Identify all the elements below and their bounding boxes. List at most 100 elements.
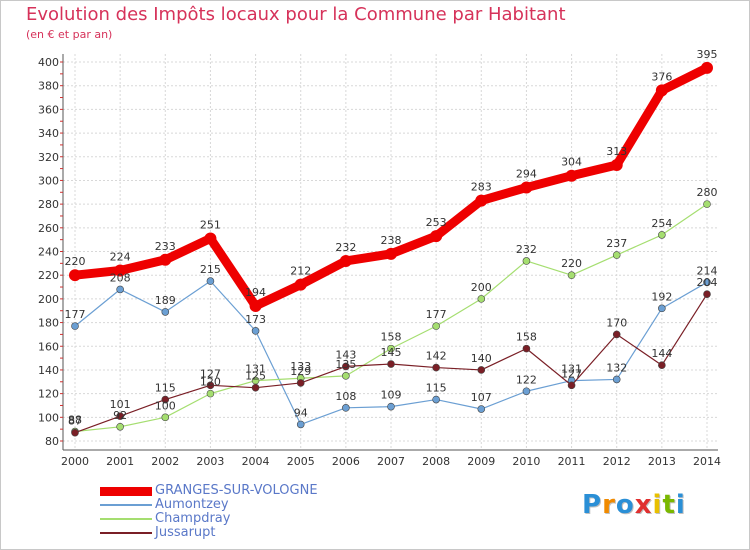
legend-label: GRANGES-SUR-VOLOGNE — [155, 483, 318, 498]
x-tick-label: 2003 — [196, 455, 224, 468]
data-label: 94 — [294, 406, 308, 419]
data-label: 215 — [200, 263, 221, 276]
data-label: 109 — [381, 389, 402, 402]
legend-swatch — [100, 518, 152, 520]
x-tick-label: 2006 — [332, 455, 360, 468]
data-point — [116, 285, 124, 294]
data-label: 115 — [426, 382, 447, 395]
data-point — [522, 387, 531, 396]
y-tick-label: 400 — [38, 56, 59, 69]
data-point — [610, 159, 623, 172]
data-label: 283 — [471, 181, 492, 194]
data-point — [387, 344, 395, 353]
data-label: 127 — [200, 367, 221, 380]
data-point — [432, 363, 440, 372]
y-tick-label: 280 — [38, 198, 59, 211]
x-tick-label: 2000 — [61, 455, 89, 468]
data-point — [432, 395, 440, 404]
y-tick-label: 180 — [38, 317, 59, 330]
data-label: 135 — [335, 358, 356, 371]
data-point — [520, 181, 533, 194]
data-point — [703, 290, 711, 298]
data-label: 92 — [113, 409, 127, 422]
data-point — [387, 402, 395, 411]
legend-label: Aumontzey — [155, 497, 229, 512]
logo-letter: i — [675, 490, 686, 520]
data-label: 173 — [245, 313, 266, 326]
data-point — [565, 169, 578, 182]
data-label: 376 — [651, 70, 672, 83]
data-label: 170 — [606, 316, 627, 329]
data-label: 101 — [110, 398, 131, 411]
data-point — [567, 381, 576, 390]
data-point — [385, 247, 397, 260]
data-label: 253 — [426, 216, 447, 229]
y-tick-label: 240 — [38, 246, 59, 259]
y-tick-label: 300 — [38, 174, 59, 187]
x-tick-label: 2012 — [603, 455, 631, 468]
x-tick-label: 2008 — [422, 455, 450, 468]
y-tick-label: 160 — [38, 340, 59, 353]
data-point — [655, 84, 668, 97]
data-label: 145 — [381, 346, 402, 359]
legend-label: Jussarupt — [155, 525, 216, 540]
x-tick-label: 2004 — [242, 455, 270, 468]
line-chart: 80 100 120 140 160 180 200 220 240 260 280 300 320 34… — [38, 48, 721, 468]
data-label: 200 — [471, 281, 492, 294]
data-label: 395 — [697, 48, 718, 61]
data-label: 158 — [381, 331, 402, 344]
x-tick-label: 2010 — [512, 455, 540, 468]
data-label: 133 — [290, 360, 311, 373]
data-label: 132 — [606, 361, 627, 374]
y-tick-label: 260 — [38, 222, 59, 235]
data-point — [116, 412, 124, 420]
data-label: 129 — [290, 365, 311, 378]
data-label: 194 — [245, 286, 266, 299]
data-label: 313 — [606, 145, 627, 158]
y-tick-label: 320 — [38, 151, 59, 164]
y-tick-label: 380 — [38, 80, 59, 93]
data-point — [159, 253, 172, 266]
data-label: 192 — [651, 290, 672, 303]
data-point — [703, 200, 711, 208]
data-label: 144 — [651, 347, 672, 360]
data-label: 143 — [335, 348, 356, 361]
data-point — [477, 405, 486, 413]
data-label: 208 — [110, 271, 131, 284]
data-label: 233 — [155, 240, 176, 253]
data-label: 87 — [68, 415, 82, 428]
data-point — [161, 413, 170, 422]
data-point — [251, 327, 260, 335]
x-tick-label: 2002 — [151, 455, 179, 468]
data-point — [114, 264, 127, 277]
proxiti-logo: Proxiti — [582, 490, 686, 520]
data-label: 237 — [606, 237, 627, 250]
data-point — [567, 271, 576, 279]
data-point — [206, 381, 215, 390]
legend-swatch — [100, 504, 152, 506]
data-point — [342, 404, 350, 412]
data-point — [612, 330, 621, 339]
data-label: 294 — [516, 168, 537, 181]
data-point — [204, 232, 217, 245]
data-label: 120 — [200, 376, 221, 389]
data-point — [161, 395, 170, 404]
data-label: 280 — [697, 186, 718, 199]
data-label: 254 — [651, 217, 672, 230]
data-point — [432, 322, 440, 330]
data-label: 127 — [561, 367, 582, 380]
y-tick-label: 80 — [45, 435, 59, 448]
x-tick-label: 2011 — [558, 455, 586, 468]
x-tick-label: 2013 — [648, 455, 676, 468]
data-point — [69, 269, 81, 282]
x-tick-label: 2014 — [693, 455, 721, 468]
data-point — [703, 278, 711, 287]
logo-letter: P — [582, 490, 603, 520]
x-tick-label: 2009 — [467, 455, 495, 468]
data-label: 158 — [516, 331, 537, 344]
logo-letter: x — [634, 490, 653, 520]
data-point — [296, 379, 305, 387]
y-tick-label: 360 — [38, 103, 59, 116]
data-label: 122 — [516, 373, 537, 386]
data-label: 131 — [245, 363, 266, 376]
